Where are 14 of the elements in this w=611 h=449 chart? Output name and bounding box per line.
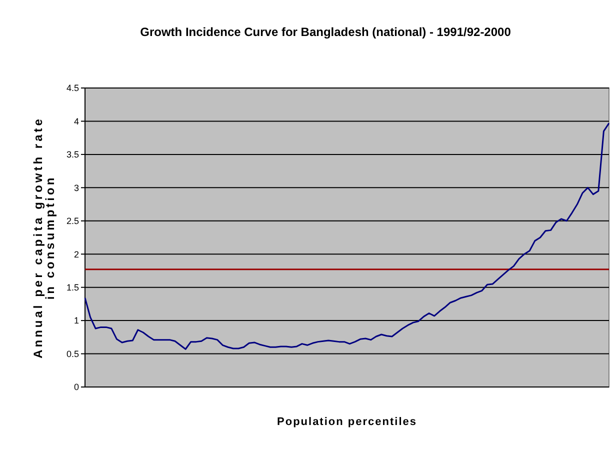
y-tick-label: 0 [74, 382, 79, 392]
y-tick-label: 3 [74, 182, 79, 193]
y-tick-label: 1.5 [66, 282, 79, 292]
y-tick-label: 4.5 [66, 83, 79, 94]
y-tick-label: 1 [74, 316, 79, 326]
y-tick-label: 4 [74, 116, 79, 126]
x-axis-title: Population percentiles [277, 416, 417, 428]
y-axis-title: Annual per capita growth rate in consumption [31, 116, 57, 358]
chart-title: Growth Incidence Curve for Bangladesh (national) - 1991/92-2000 [140, 25, 512, 39]
y-tick-label: 2 [74, 249, 79, 260]
y-tick-label: 2.5 [66, 216, 79, 226]
line-series [84, 122, 610, 350]
y-tick-label: 0.5 [66, 348, 79, 359]
y-tick-label: 3.5 [66, 150, 79, 160]
